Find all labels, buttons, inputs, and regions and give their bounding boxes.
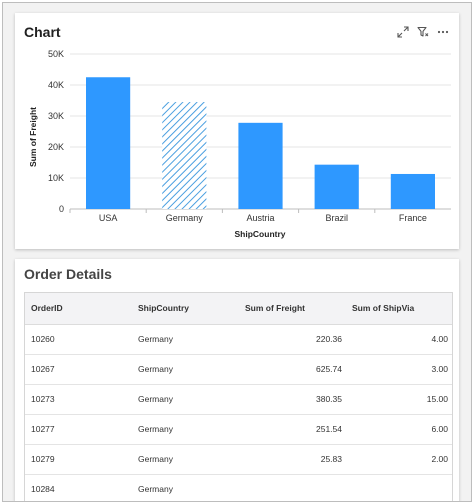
cell-sum-of-shipvia: 4.00	[346, 324, 452, 355]
table-row[interactable]: 10279 Germany 25.83 2.00	[25, 444, 452, 475]
cell-shipcountry: Germany	[132, 324, 239, 355]
chart-card: Chart	[15, 13, 459, 249]
cell-shipcountry: Germany	[132, 414, 239, 445]
y-tick-label: 40K	[48, 80, 64, 90]
table-row[interactable]: 10277 Germany 251.54 6.00	[25, 414, 452, 445]
y-tick-label: 10K	[48, 173, 64, 183]
chart-toolbar	[397, 26, 449, 38]
chart-card-title: Chart	[24, 24, 61, 40]
y-axis-title: Sum of Freight	[28, 107, 38, 167]
y-tick-label: 20K	[48, 142, 64, 152]
cell-shipcountry: Germany	[132, 444, 239, 475]
bar-germany[interactable]	[162, 102, 207, 209]
cell-shipcountry: Germany	[132, 354, 239, 385]
cell-shipcountry: Germany	[132, 384, 239, 415]
cell-orderid: 10273	[25, 384, 132, 415]
cell-sum-of-freight: 251.54	[239, 414, 346, 445]
table-row[interactable]: 10284 Germany	[25, 474, 452, 501]
expand-icon[interactable]	[397, 26, 409, 38]
bar-usa[interactable]	[86, 77, 131, 209]
cell-orderid: 10267	[25, 354, 132, 385]
bar-france[interactable]	[390, 173, 435, 209]
cell-sum-of-freight: 220.36	[239, 324, 346, 355]
cell-sum-of-freight	[239, 474, 346, 501]
x-axis-title: ShipCountry	[235, 229, 286, 239]
x-tick-label: Germany	[166, 213, 204, 223]
column-header-sum-of-freight[interactable]: Sum of Freight	[239, 293, 346, 325]
column-header-shipcountry[interactable]: ShipCountry	[132, 293, 239, 325]
bar-austria[interactable]	[238, 122, 283, 209]
order-details-grid: OrderID ShipCountry Sum of Freight Sum o…	[24, 292, 453, 501]
cell-sum-of-shipvia	[346, 474, 452, 501]
bar-chart-svg: 0 10K 20K 30K 40K 50K USA Germany Austria Brazil…	[28, 49, 451, 239]
table-row[interactable]: 10267 Germany 625.74 3.00	[25, 354, 452, 385]
cell-shipcountry: Germany	[132, 474, 239, 501]
x-tick-label: Brazil	[325, 213, 348, 223]
cell-sum-of-shipvia: 15.00	[346, 384, 452, 415]
bar-brazil[interactable]	[314, 164, 359, 209]
order-details-card: Order Details OrderID ShipCountry Sum of…	[15, 259, 459, 501]
cell-sum-of-shipvia: 2.00	[346, 444, 452, 475]
table-row[interactable]: 10260 Germany 220.36 4.00	[25, 324, 452, 355]
order-details-title: Order Details	[24, 266, 112, 282]
cell-orderid: 10279	[25, 444, 132, 475]
cell-orderid: 10284	[25, 474, 132, 501]
cell-sum-of-freight: 380.35	[239, 384, 346, 415]
x-tick-label: USA	[99, 213, 118, 223]
bar-chart: 0 10K 20K 30K 40K 50K USA Germany Austria Brazil…	[15, 43, 459, 247]
x-tick-label: Austria	[246, 213, 274, 223]
y-tick-label: 50K	[48, 49, 64, 59]
cell-sum-of-freight: 25.83	[239, 444, 346, 475]
x-tick-label: France	[399, 213, 427, 223]
column-header-orderid[interactable]: OrderID	[25, 293, 132, 325]
table-row[interactable]: 10273 Germany 380.35 15.00	[25, 384, 452, 415]
column-header-sum-of-shipvia[interactable]: Sum of ShipVia	[346, 293, 452, 325]
y-tick-label: 30K	[48, 111, 64, 121]
table-header-row: OrderID ShipCountry Sum of Freight Sum o…	[25, 293, 452, 325]
filter-icon[interactable]	[417, 26, 429, 38]
cell-sum-of-freight: 625.74	[239, 354, 346, 385]
cell-orderid: 10277	[25, 414, 132, 445]
cell-sum-of-shipvia: 3.00	[346, 354, 452, 385]
cell-orderid: 10260	[25, 324, 132, 355]
more-options-icon[interactable]	[437, 26, 449, 38]
y-tick-label: 0	[59, 204, 64, 214]
order-details-table: OrderID ShipCountry Sum of Freight Sum o…	[25, 293, 452, 501]
cell-sum-of-shipvia: 6.00	[346, 414, 452, 445]
